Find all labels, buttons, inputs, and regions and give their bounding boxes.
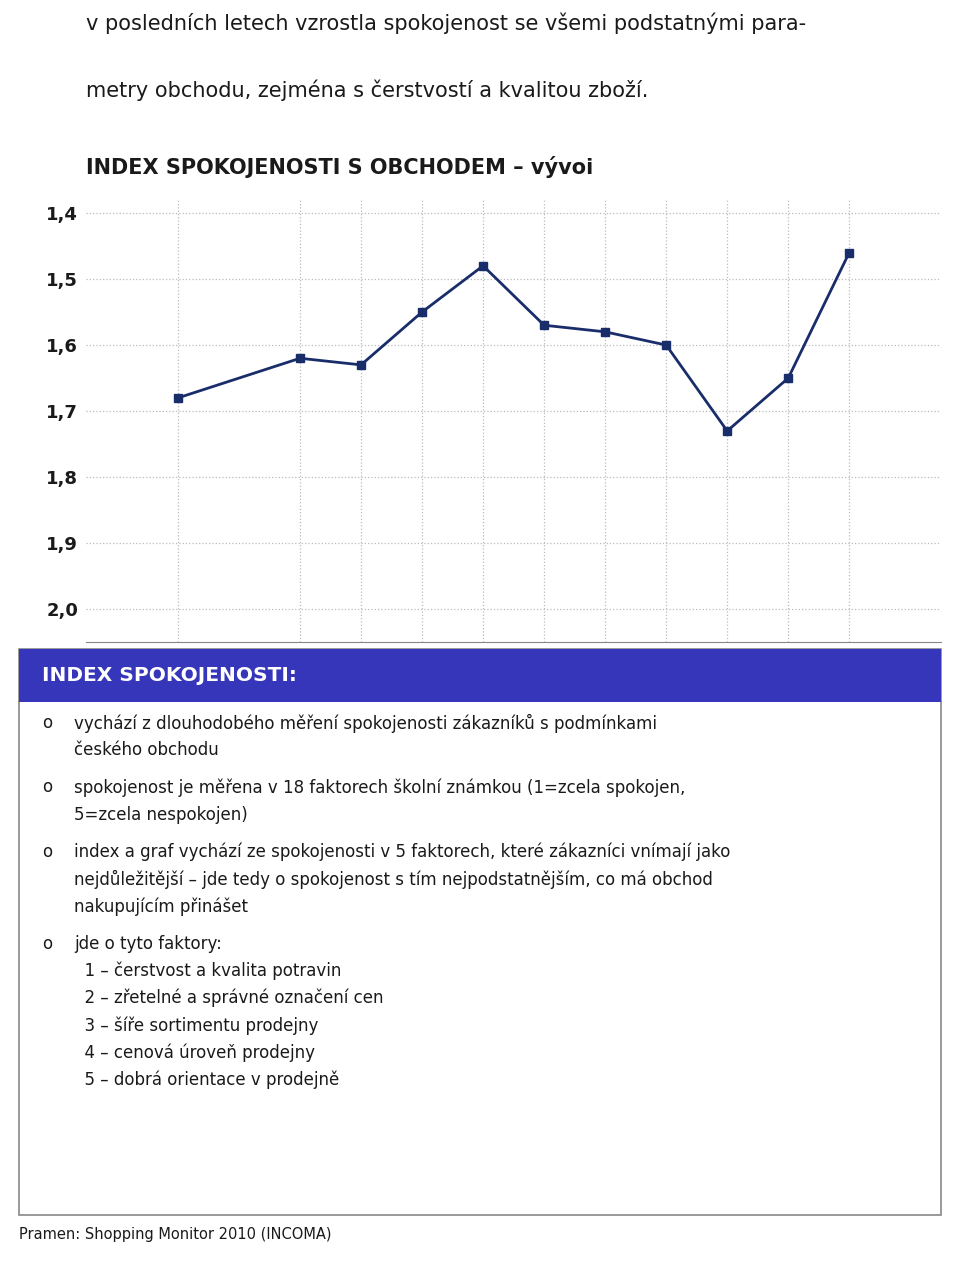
Text: INDEX SPOKOJENOSTI S OBCHODEM – vývoi: INDEX SPOKOJENOSTI S OBCHODEM – vývoi [86,155,593,178]
Text: 4 – cenová úroveň prodejny: 4 – cenová úroveň prodejny [75,1043,316,1062]
Text: 5=zcela nespokojen): 5=zcela nespokojen) [75,805,249,823]
Text: v posledních letech vzrostla spokojenost se všemi podstatnými para-: v posledních letech vzrostla spokojenost… [86,13,806,34]
Bar [19,649,941,702]
Text: 3 – šíře sortimentu prodejny: 3 – šíře sortimentu prodejny [75,1016,319,1034]
Text: index a graf vychází ze spokojenosti v 5 faktorech, které zákazníci vnímají jako: index a graf vychází ze spokojenosti v 5… [75,843,731,861]
Text: českého obchodu: českého obchodu [75,742,219,759]
Text: o: o [42,778,53,796]
Text: o: o [42,714,53,731]
Text: spokojenost je měřena v 18 faktorech školní známkou (1=zcela spokojen,: spokojenost je měřena v 18 faktorech ško… [75,778,685,796]
Text: Pramen: Shopping Monitor 2010 (INCOMA): Pramen: Shopping Monitor 2010 (INCOMA) [19,1227,332,1241]
Text: 5 – dobrá orientace v prodejně: 5 – dobrá orientace v prodejně [75,1071,340,1089]
Text: vychází z dlouhodobého měření spokojenosti zákazníků s podmínkami: vychází z dlouhodobého měření spokojenos… [75,714,658,733]
Text: metry obchodu, zejména s čerstvostí a kvalitou zboží.: metry obchodu, zejména s čerstvostí a kv… [86,79,649,100]
Text: 2 – zřetelné a správné označení cen: 2 – zřetelné a správné označení cen [75,988,384,1007]
Text: o: o [42,843,53,861]
Text: nakupujícím přinášet: nakupujícím přinášet [75,897,249,916]
Text: INDEX SPOKOJENOSTI:: INDEX SPOKOJENOSTI: [42,667,297,686]
Text: nejdůležitější – jde tedy o spokojenost s tím nejpodstatnějším, co má obchod: nejdůležitější – jde tedy o spokojenost … [75,870,713,889]
Text: o: o [42,935,53,953]
Text: jde o tyto faktory:: jde o tyto faktory: [75,935,223,953]
Text: 1 – čerstvost a kvalita potravin: 1 – čerstvost a kvalita potravin [75,962,342,981]
